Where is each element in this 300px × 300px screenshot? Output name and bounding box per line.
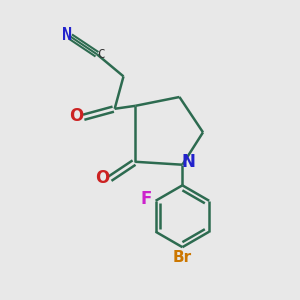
Text: N: N	[62, 26, 72, 44]
Text: O: O	[95, 169, 109, 187]
Text: O: O	[69, 107, 83, 125]
Text: N: N	[182, 153, 196, 171]
Text: Br: Br	[173, 250, 192, 265]
Text: C: C	[97, 48, 104, 61]
Text: F: F	[140, 190, 152, 208]
